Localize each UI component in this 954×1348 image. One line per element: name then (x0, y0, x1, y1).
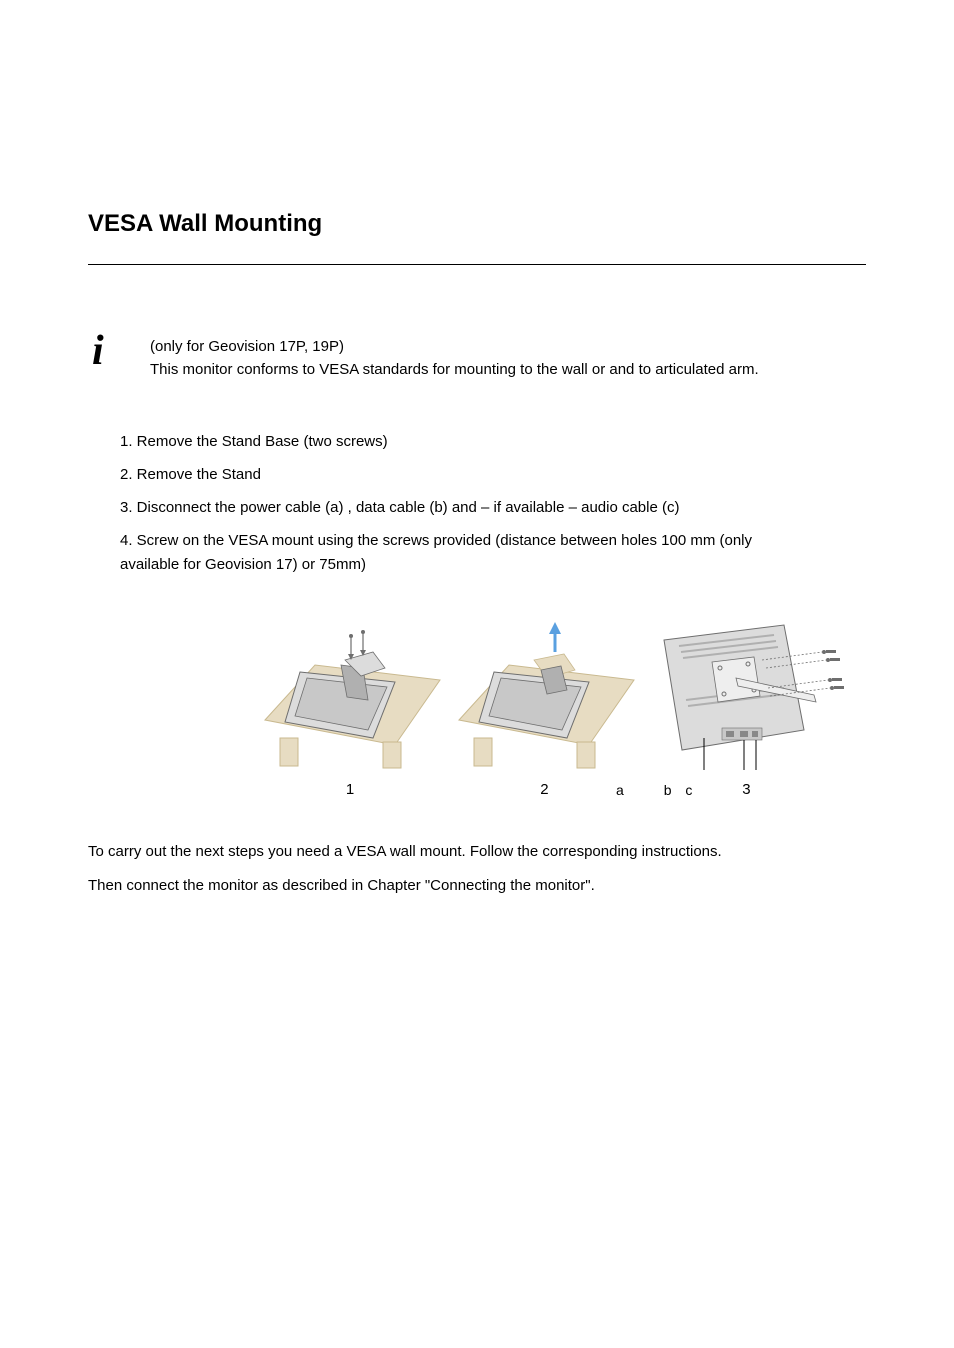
step-4-line1: 4. Screw on the VESA mount using the scr… (120, 532, 752, 549)
figure-1-svg (255, 610, 445, 770)
closing-p1: To carry out the next steps you need a V… (88, 840, 866, 864)
figure-1-caption: 1 (255, 781, 445, 798)
step-4: 4. Screw on the VESA mount using the scr… (88, 529, 866, 577)
closing-text: To carry out the next steps you need a V… (88, 840, 866, 898)
step-4-line2: available for Geovision 17) or 75mm) (120, 556, 366, 573)
figure-2-svg (449, 610, 639, 770)
label-c: c (685, 782, 692, 798)
steps-list: 1. Remove the Stand Base (two screws) 2.… (88, 430, 866, 586)
label-a: a (616, 782, 624, 798)
closing-p2: Then connect the monitor as described in… (88, 874, 866, 898)
info-text: (only for Geovision 17P, 19P) This monit… (150, 335, 850, 382)
figure-2-caption: 2 (449, 781, 639, 798)
label-b: b (664, 782, 672, 798)
figure-2: 2 (449, 610, 639, 798)
horizontal-rule (88, 264, 866, 265)
step-2: 2. Remove the Stand (88, 463, 866, 487)
figures-row: 1 2 (255, 610, 875, 805)
page-title: VESA Wall Mounting (88, 210, 322, 238)
figure-3-port-labels: a b c (616, 782, 692, 798)
step-3: 3. Disconnect the power cable (a) , data… (88, 496, 866, 520)
info-icon: i (92, 330, 104, 372)
figure-3: 3 (644, 610, 849, 798)
figure-1: 1 (255, 610, 445, 798)
step-1: 1. Remove the Stand Base (two screws) (88, 430, 866, 454)
figure-3-svg (644, 610, 849, 770)
